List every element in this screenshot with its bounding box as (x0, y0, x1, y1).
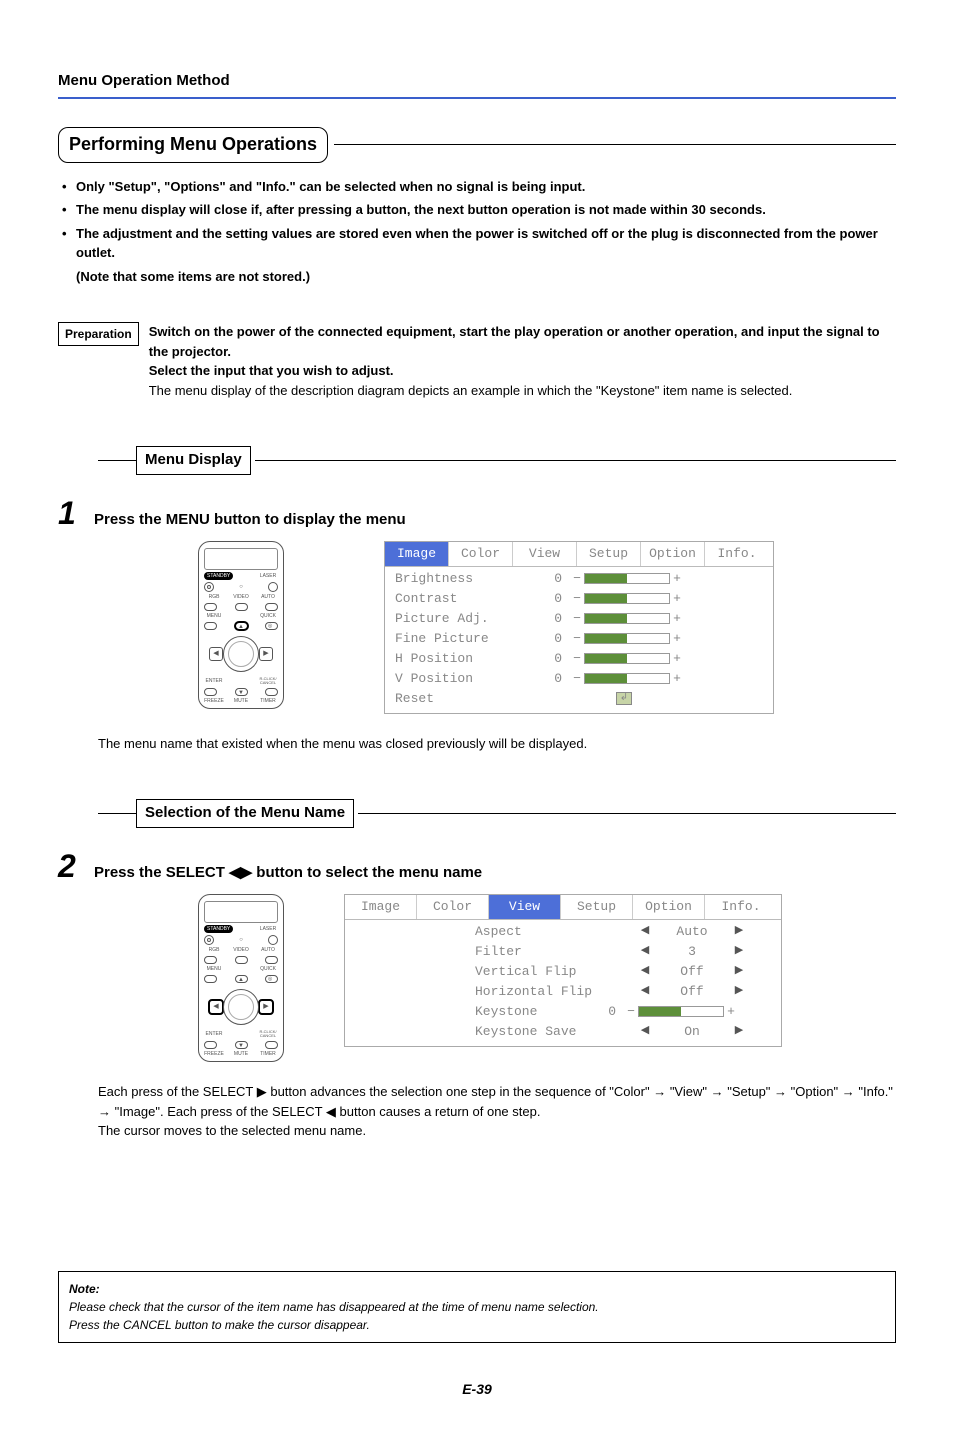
step-1-title: Press the MENU button to display the men… (94, 509, 406, 532)
step-1-body: The menu name that existed when the menu… (98, 734, 896, 754)
osd1-row: Contrast0−+ (395, 589, 765, 609)
dpad-right: ▶ (259, 647, 273, 661)
menu-label-2: MENU (204, 967, 224, 972)
remote-diagram-1: STANDBY LASER ○ RGB VIDEO AUTO MENU QUIC… (198, 541, 284, 709)
osd1-tab-view: View (513, 542, 577, 566)
osd2-row: Horizontal Flip◀Off▶ (475, 982, 773, 1002)
bullet-3: The adjustment and the setting values ar… (58, 224, 896, 263)
mute-label-2: MUTE (231, 1052, 251, 1057)
rgb-label: RGB (204, 595, 224, 600)
osd1-tab-option: Option (641, 542, 705, 566)
laser-label-2: LASER (258, 927, 278, 932)
osd1-row: H Position0−+ (395, 649, 765, 669)
osd2-tab-option: Option (633, 895, 705, 919)
subsection-title-1: Menu Display (136, 446, 251, 475)
rclick-label: R-CLICK/ CANCEL (258, 677, 278, 685)
auto-label-2: AUTO (258, 948, 278, 953)
osd2-row: Aspect◀Auto▶ (475, 922, 773, 942)
osd1-row: Picture Adj.0−+ (395, 609, 765, 629)
osd1-tab-info: Info. (705, 542, 769, 566)
laser-label: LASER (258, 574, 278, 579)
video-label-2: VIDEO (231, 948, 251, 953)
dpad-left-hl: ◀ (209, 1000, 223, 1014)
osd1-tab-color: Color (449, 542, 513, 566)
osd1-row: Brightness0−+ (395, 569, 765, 589)
step-2-content: STANDBY LASER ○ RGB VIDEO AUTO MENU QUIC… (198, 894, 896, 1062)
osd2-tab-color: Color (417, 895, 489, 919)
preparation-label: Preparation (58, 322, 139, 346)
osd2-row: Keystone Save◀On▶ (475, 1022, 773, 1042)
step-2-number: 2 (58, 850, 94, 882)
osd2-row: Vertical Flip◀Off▶ (475, 962, 773, 982)
step-2-body: Each press of the SELECT ▶ button advanc… (98, 1082, 896, 1141)
osd2-tab-setup: Setup (561, 895, 633, 919)
auto-label: AUTO (258, 595, 278, 600)
osd-menu-view: ImageColorViewSetupOptionInfo. Aspect◀Au… (344, 894, 782, 1047)
dpad-right-hl: ▶ (259, 1000, 273, 1014)
menu-button-hl: ▲ (235, 622, 248, 630)
enter-label-2: ENTER (204, 1032, 224, 1037)
osd2-row: Keystone0−+ (475, 1002, 773, 1022)
preparation-block: Preparation Switch on the power of the c… (58, 322, 896, 400)
step-2-row: 2 Press the SELECT ◀▶ button to select t… (58, 850, 896, 885)
freeze-label-2: FREEZE (204, 1052, 224, 1057)
freeze-label: FREEZE (204, 699, 224, 704)
subsection-menu-display: Menu Display (98, 446, 896, 475)
quick-label: QUICK (258, 614, 278, 619)
prep-plain: The menu display of the description diag… (149, 383, 793, 398)
quick-label-2: QUICK (258, 967, 278, 972)
prep-bold-1: Switch on the power of the connected equ… (149, 324, 880, 359)
dpad-left: ◀ (209, 647, 223, 661)
note-line-2: Press the CANCEL button to make the curs… (69, 1316, 885, 1334)
subsection-title-2: Selection of the Menu Name (136, 799, 354, 828)
page-number: E-39 (58, 1379, 896, 1400)
enter-label: ENTER (204, 679, 224, 684)
standby-label-2: STANDBY (204, 925, 233, 933)
step-2-body-1: Each press of the SELECT ▶ button advanc… (98, 1084, 893, 1119)
osd1-tab-setup: Setup (577, 542, 641, 566)
video-label: VIDEO (231, 595, 251, 600)
bullet-note: (Note that some items are not stored.) (58, 267, 896, 287)
menu-label: MENU (204, 614, 224, 619)
note-line-1: Please check that the cursor of the item… (69, 1298, 885, 1316)
timer-label-2: TIMER (258, 1052, 278, 1057)
osd2-tab-info: Info. (705, 895, 777, 919)
mute-label: MUTE (231, 699, 251, 704)
osd2-tab-image: Image (345, 895, 417, 919)
section-title: Performing Menu Operations (58, 127, 328, 163)
osd1-tab-image: Image (385, 542, 449, 566)
page-header: Menu Operation Method (58, 70, 896, 99)
osd2-tab-view: View (489, 895, 561, 919)
timer-label: TIMER (258, 699, 278, 704)
step-1-number: 1 (58, 497, 94, 529)
step-1-row: 1 Press the MENU button to display the m… (58, 497, 896, 532)
osd1-row: V Position0−+ (395, 669, 765, 689)
step-2-body-2: The cursor moves to the selected menu na… (98, 1123, 366, 1138)
preparation-text: Switch on the power of the connected equ… (149, 322, 896, 400)
bullet-1: Only "Setup", "Options" and "Info." can … (58, 177, 896, 197)
bullet-2: The menu display will close if, after pr… (58, 200, 896, 220)
osd1-row: Fine Picture0−+ (395, 629, 765, 649)
prep-bold-2: Select the input that you wish to adjust… (149, 363, 394, 378)
rgb-label-2: RGB (204, 948, 224, 953)
intro-bullets: Only "Setup", "Options" and "Info." can … (58, 177, 896, 287)
standby-label: STANDBY (204, 572, 233, 580)
section-rule (334, 144, 896, 145)
note-title: Note: (69, 1280, 885, 1298)
subsection-select-menu: Selection of the Menu Name (98, 799, 896, 828)
step-1-content: STANDBY LASER ○ RGB VIDEO AUTO MENU QUIC… (198, 541, 896, 714)
remote-diagram-2: STANDBY LASER ○ RGB VIDEO AUTO MENU QUIC… (198, 894, 284, 1062)
rclick-label-2: R-CLICK/ CANCEL (258, 1030, 278, 1038)
section-title-row: Performing Menu Operations (58, 127, 896, 163)
osd1-row: Reset↲ (395, 689, 765, 709)
osd2-row: Filter◀3▶ (475, 942, 773, 962)
osd-menu-image: ImageColorViewSetupOptionInfo. Brightnes… (384, 541, 774, 714)
note-box: Note: Please check that the cursor of th… (58, 1271, 896, 1343)
step-2-title: Press the SELECT ◀▶ button to select the… (94, 862, 482, 885)
